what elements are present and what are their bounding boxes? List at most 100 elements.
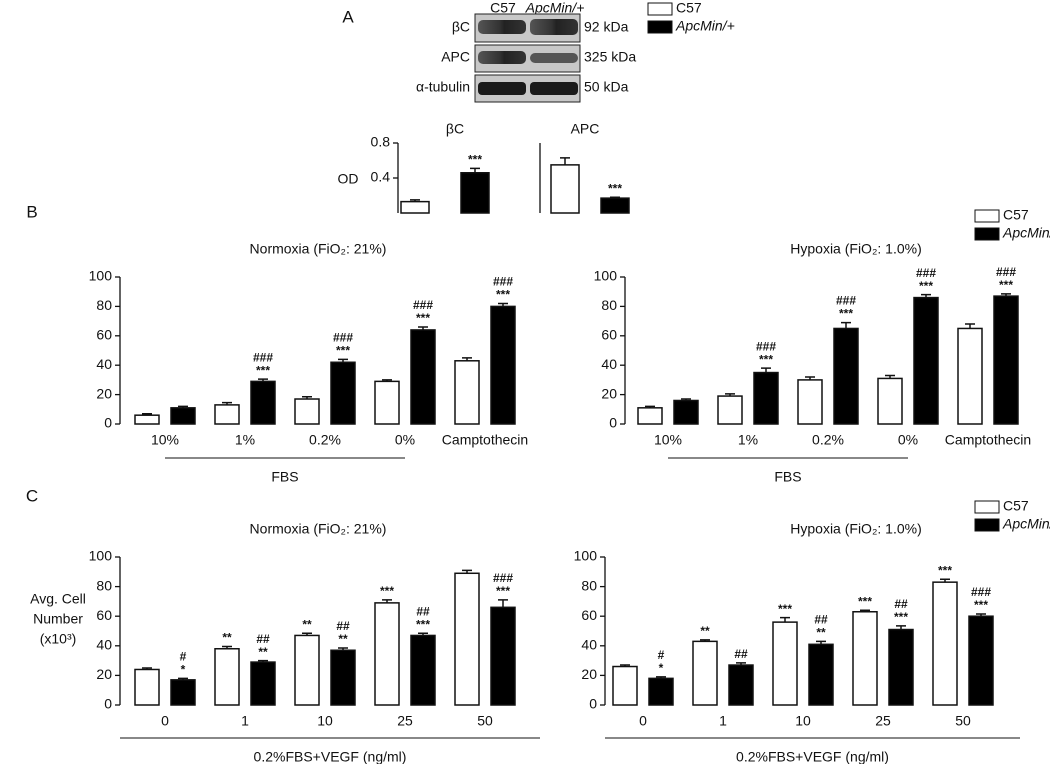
y-tick-label: 0	[589, 696, 597, 712]
error-bar	[761, 367, 771, 373]
bar	[717, 395, 743, 425]
bar	[214, 648, 240, 706]
error-bar	[382, 379, 392, 382]
panel-label: C	[26, 486, 38, 505]
y-tick-label: 20	[581, 666, 597, 682]
error-bar	[498, 302, 508, 307]
x-tick-label: 1	[719, 713, 727, 729]
bar	[637, 407, 663, 425]
error-bar	[896, 625, 906, 630]
y-label: Number	[33, 611, 83, 627]
error-bar	[725, 393, 735, 397]
significance: **	[302, 617, 312, 631]
bar	[833, 327, 859, 425]
error-bar	[498, 599, 508, 608]
error-bar	[816, 640, 826, 645]
x-tick-label: 10	[795, 713, 811, 729]
blot	[474, 13, 581, 103]
bar	[932, 581, 958, 706]
bar	[400, 200, 430, 214]
error-bar	[222, 401, 232, 405]
significance: ***	[938, 563, 952, 577]
significance: ##	[894, 597, 908, 611]
error-bar	[976, 613, 986, 617]
y-tick-label: 20	[96, 385, 112, 401]
legend-swatch	[974, 209, 1000, 223]
y-tick-label: 0	[104, 696, 112, 712]
y-tick-label: 100	[594, 268, 618, 284]
x-tick-label: 0	[639, 713, 647, 729]
bar	[250, 661, 276, 706]
bar	[612, 665, 638, 706]
bar	[993, 295, 1019, 425]
x-tick-label: 25	[875, 713, 891, 729]
group-label: FBS	[774, 469, 801, 485]
error-bar	[338, 358, 348, 363]
bar	[877, 377, 903, 425]
error-bar	[258, 378, 268, 382]
error-bar	[645, 405, 655, 408]
error-bar	[462, 357, 472, 361]
error-bar	[780, 616, 790, 623]
y-tick-label: 20	[96, 666, 112, 682]
bar	[214, 404, 240, 425]
error-bar	[470, 167, 480, 173]
x-tick-label: 0	[161, 713, 169, 729]
y-tick-label: 60	[601, 327, 617, 343]
bar	[294, 398, 320, 425]
x-tick-label: 50	[955, 713, 971, 729]
significance: *	[659, 661, 664, 675]
significance: ***	[380, 584, 394, 598]
band-size: 325 kDa	[584, 49, 636, 65]
error-bar	[462, 569, 472, 574]
error-bar	[620, 664, 630, 667]
error-bar	[610, 196, 620, 199]
y-label: Avg. Cell	[30, 591, 86, 607]
x-tick-label: 0.2%	[309, 432, 341, 448]
error-bar	[222, 645, 232, 649]
bar	[957, 327, 983, 425]
chart-title: βC	[446, 121, 464, 137]
y-tick-label: 60	[96, 607, 112, 623]
significance: ###	[916, 266, 936, 280]
significance: ###	[996, 265, 1016, 279]
significance: ##	[734, 647, 748, 661]
legend-label: ApcMin/+	[1002, 225, 1050, 241]
y-tick-label: 40	[581, 637, 597, 653]
group-label: FBS	[271, 469, 298, 485]
legend-label: ApcMin/+	[1002, 516, 1050, 532]
significance: #	[180, 650, 187, 664]
legend-label: ApcMin/+	[675, 18, 735, 34]
error-bar	[700, 639, 710, 642]
significance: ***	[496, 288, 510, 302]
error-bar	[841, 321, 851, 329]
y-tick-label: 60	[96, 327, 112, 343]
band-label: APC	[441, 49, 470, 65]
significance: ##	[416, 604, 430, 618]
bar	[170, 679, 196, 706]
chart-title: Normoxia (FiO₂: 21%)	[250, 521, 387, 537]
x-tick-label: 1%	[235, 432, 255, 448]
y-tick-label: 0.4	[371, 169, 391, 185]
x-label: 0.2%FBS+VEGF (ng/ml)	[736, 749, 889, 764]
significance: ***	[858, 594, 872, 608]
bar	[410, 634, 436, 706]
x-tick-label: 50	[477, 713, 493, 729]
bar	[852, 611, 878, 706]
bar	[250, 380, 276, 425]
error-bar	[338, 647, 348, 651]
y-tick-label: 80	[581, 577, 597, 593]
legend-swatch	[974, 518, 1000, 532]
bar	[134, 414, 160, 425]
error-bar	[382, 599, 392, 603]
bar	[134, 668, 160, 706]
error-bar	[656, 676, 666, 679]
band-label: βC	[452, 19, 470, 35]
legend-swatch	[647, 2, 673, 16]
significance: **	[338, 632, 348, 646]
x-tick-label: 0.2%	[812, 432, 844, 448]
significance: **	[816, 626, 826, 640]
error-bar	[178, 677, 188, 680]
bar	[888, 628, 914, 706]
